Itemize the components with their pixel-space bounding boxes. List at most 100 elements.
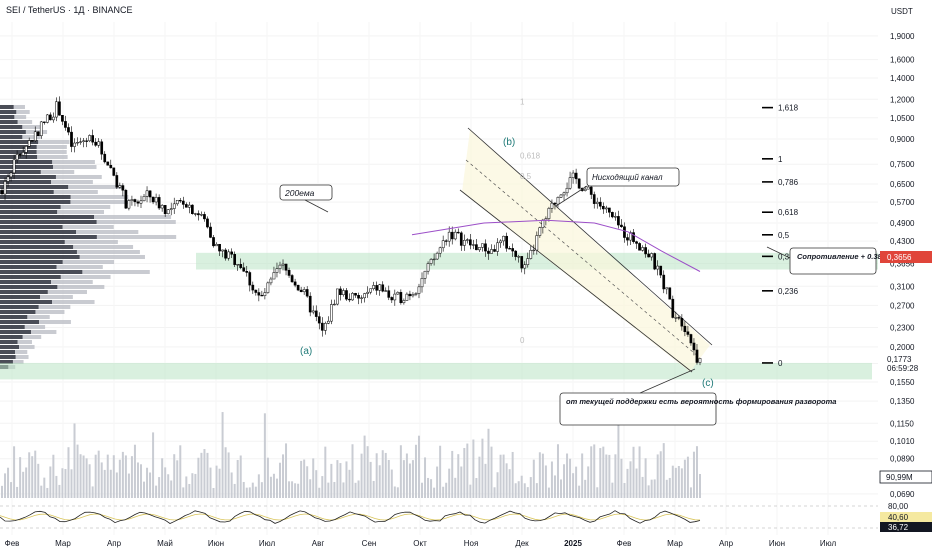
candle-body [583, 188, 587, 191]
volume-bar [433, 487, 436, 498]
candle-body [369, 288, 372, 293]
horizontal-zones [0, 252, 878, 380]
support-callout[interactable]: от текущей поддержки есть вероятность фо… [559, 368, 836, 426]
profile-bar [51, 280, 93, 284]
candle-body [508, 248, 511, 250]
profile-bar [73, 245, 134, 249]
candle-body [680, 318, 684, 327]
profile-bar [0, 325, 25, 329]
volume-bar [94, 454, 97, 498]
candle-body [472, 244, 475, 246]
candle-body [502, 235, 505, 242]
volume-bar [300, 460, 303, 498]
volume-bar [614, 454, 617, 498]
volume-bar [457, 454, 460, 498]
profile-bar [0, 260, 63, 264]
volume-bar [1, 485, 3, 498]
volume-bar [508, 469, 511, 498]
volume-bars [1, 412, 701, 498]
volume-bar [85, 458, 88, 498]
candle-body [626, 237, 629, 241]
volume-bar [194, 473, 197, 498]
volume-bar [321, 476, 324, 498]
candle-body [417, 286, 421, 294]
profile-bar [96, 235, 177, 239]
volume-bar [511, 451, 514, 498]
candle-body [481, 243, 484, 248]
candle-body [76, 142, 79, 144]
y-tick-label: 0,3100 [890, 282, 915, 291]
candle-body [260, 294, 264, 297]
candle-body [67, 127, 70, 133]
volume-bar [49, 466, 52, 498]
y-tick-label: 0,0690 [890, 490, 915, 499]
volume-bar [623, 483, 626, 498]
profile-bar [19, 345, 35, 349]
volume-bar [91, 486, 94, 498]
time-axis[interactable]: Фев Мар Апр Май Июн Июл Авг Сен Окт Ноя Дек 2025 Фев… [5, 539, 837, 548]
candle-body [487, 250, 490, 254]
volume-bar [13, 446, 16, 498]
candle-body [342, 290, 345, 295]
candle-body [450, 231, 454, 240]
fib-label: 1,618 [778, 104, 799, 113]
candle-body [157, 197, 161, 209]
volume-bar [152, 432, 155, 498]
candle-body [30, 140, 34, 142]
candle-body [130, 199, 134, 201]
candle-body [254, 289, 258, 293]
profile-bar [0, 190, 54, 194]
profile-bar [17, 120, 33, 124]
volume-bar [665, 479, 668, 498]
profile-bar [0, 165, 54, 169]
volume-bar [309, 479, 312, 498]
candle-body [70, 131, 73, 147]
volume-bar [581, 453, 584, 498]
profile-bar [22, 125, 41, 129]
volume-bar [584, 479, 587, 498]
candle-body [692, 342, 696, 351]
volume-bar [505, 463, 508, 498]
volume-bar [303, 459, 306, 498]
candle-body [632, 232, 635, 242]
currency-label: USDT [891, 7, 913, 16]
candle-body [224, 249, 227, 259]
volume-bar [641, 476, 644, 498]
fib-label: 0,236 [778, 287, 799, 296]
volume-bar [593, 444, 596, 498]
candle-body [553, 202, 557, 205]
fib-label: 0,618 [778, 208, 799, 217]
volume-bar [278, 462, 281, 498]
channel-callout[interactable]: Нисходящий канал [555, 167, 680, 207]
volume-bar [481, 438, 484, 498]
y-tick-label: 0,2300 [890, 324, 915, 333]
candle-body [595, 201, 599, 204]
volume-bar [115, 472, 118, 498]
resistance-zone [196, 252, 878, 270]
svg-text:90,99M: 90,99M [886, 473, 913, 482]
ema-label-callout[interactable]: 200ема [279, 184, 333, 213]
candle-body [275, 268, 279, 273]
resistance-callout[interactable]: Сопротивление + 0.382 по Фибо [766, 246, 919, 275]
candle-body [33, 131, 37, 141]
volume-bar [647, 485, 650, 498]
volume-bar [149, 472, 152, 498]
volume-bar [4, 473, 7, 498]
volume-bar [629, 461, 632, 498]
candle-body [698, 358, 702, 363]
candle-body [178, 200, 182, 202]
volume-bar [288, 481, 291, 498]
price-axis[interactable]: 1,9000 1,6000 1,4000 1,2000 1,0500 0,9000 0,75… [890, 32, 915, 499]
volume-bar [390, 469, 393, 498]
candle-body [366, 291, 369, 294]
candle-body [493, 249, 496, 252]
faint-fib-label: 1 [520, 98, 525, 107]
candle-body [447, 231, 451, 242]
volume-bar [230, 472, 233, 498]
candle-body [478, 247, 481, 251]
candle-body [242, 267, 246, 272]
candle-body [423, 270, 427, 279]
volume-bar [454, 477, 457, 498]
candle-body [290, 275, 294, 283]
